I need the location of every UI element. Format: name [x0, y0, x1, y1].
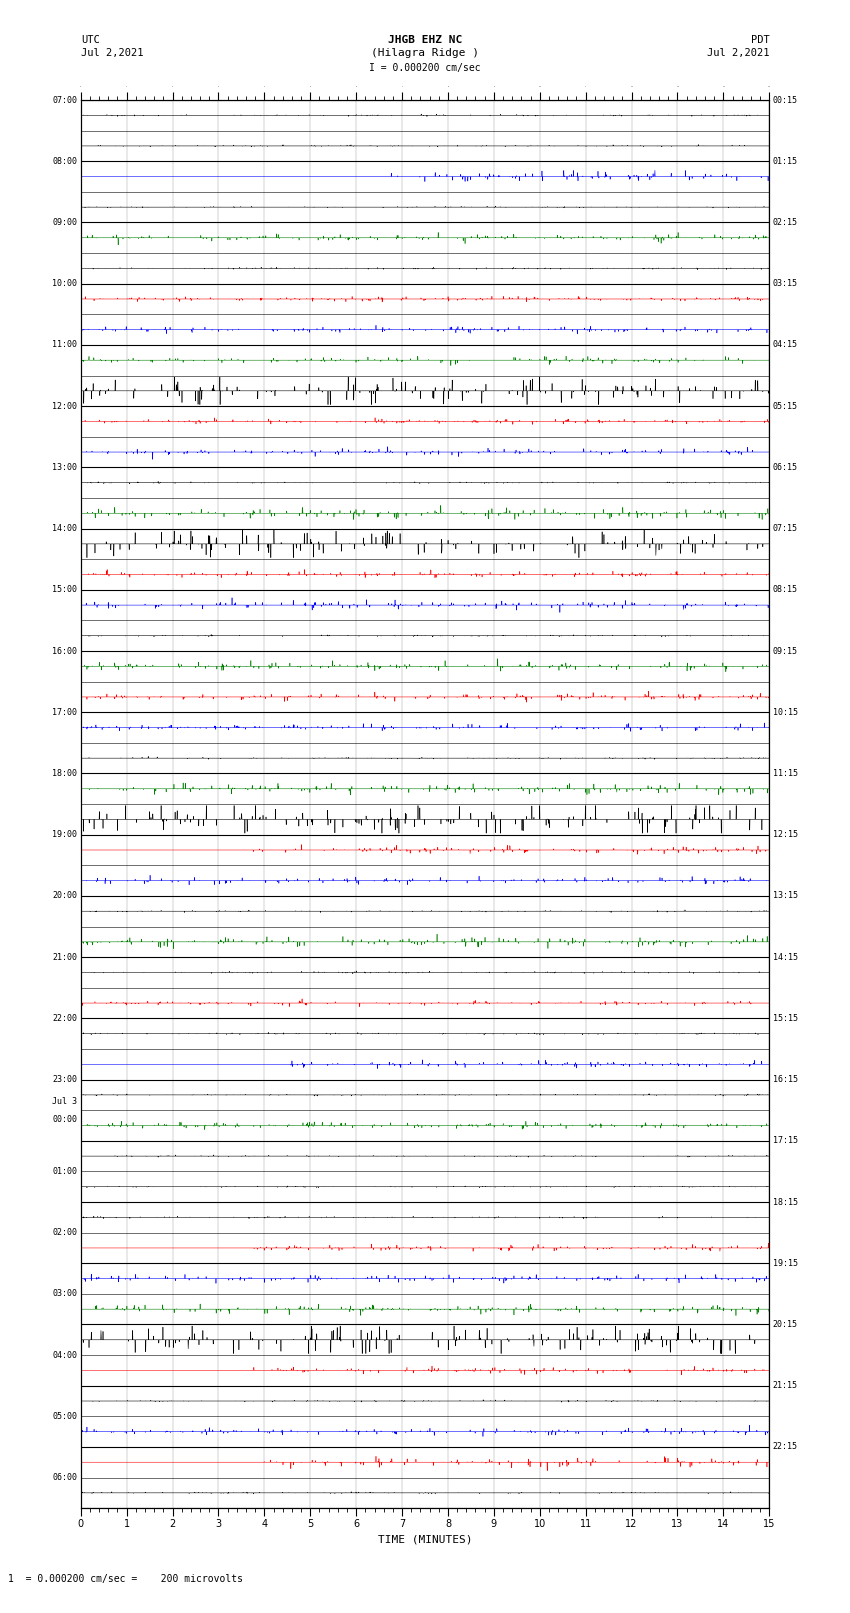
- Text: 01:00: 01:00: [53, 1166, 77, 1176]
- Text: 23:00: 23:00: [53, 1076, 77, 1084]
- Text: Jul 2,2021: Jul 2,2021: [706, 48, 769, 58]
- Text: 07:00: 07:00: [53, 95, 77, 105]
- Text: 08:00: 08:00: [53, 156, 77, 166]
- Text: 22:15: 22:15: [773, 1442, 797, 1452]
- Text: 21:00: 21:00: [53, 953, 77, 961]
- Text: 14:15: 14:15: [773, 953, 797, 961]
- Text: 02:15: 02:15: [773, 218, 797, 227]
- Text: 16:15: 16:15: [773, 1076, 797, 1084]
- Text: 03:15: 03:15: [773, 279, 797, 289]
- Text: 03:00: 03:00: [53, 1289, 77, 1298]
- Text: 22:00: 22:00: [53, 1015, 77, 1023]
- Text: 1  = 0.000200 cm/sec =    200 microvolts: 1 = 0.000200 cm/sec = 200 microvolts: [8, 1574, 243, 1584]
- Text: 13:15: 13:15: [773, 892, 797, 900]
- Text: 14:00: 14:00: [53, 524, 77, 532]
- Text: 06:00: 06:00: [53, 1473, 77, 1482]
- Text: 20:15: 20:15: [773, 1319, 797, 1329]
- Text: 00:15: 00:15: [773, 95, 797, 105]
- X-axis label: TIME (MINUTES): TIME (MINUTES): [377, 1536, 473, 1545]
- Text: 19:15: 19:15: [773, 1258, 797, 1268]
- Text: Jul 3: Jul 3: [53, 1097, 77, 1105]
- Text: 12:00: 12:00: [53, 402, 77, 411]
- Text: 21:15: 21:15: [773, 1381, 797, 1390]
- Text: 13:00: 13:00: [53, 463, 77, 473]
- Text: 20:00: 20:00: [53, 892, 77, 900]
- Text: 01:15: 01:15: [773, 156, 797, 166]
- Text: 00:00: 00:00: [53, 1115, 77, 1124]
- Text: 11:15: 11:15: [773, 769, 797, 777]
- Text: 12:15: 12:15: [773, 831, 797, 839]
- Text: UTC: UTC: [81, 35, 99, 45]
- Text: Jul 2,2021: Jul 2,2021: [81, 48, 144, 58]
- Text: 10:00: 10:00: [53, 279, 77, 289]
- Text: 10:15: 10:15: [773, 708, 797, 716]
- Text: 08:15: 08:15: [773, 586, 797, 594]
- Text: 18:15: 18:15: [773, 1197, 797, 1207]
- Text: 09:00: 09:00: [53, 218, 77, 227]
- Text: 11:00: 11:00: [53, 340, 77, 350]
- Text: 04:15: 04:15: [773, 340, 797, 350]
- Text: JHGB EHZ NC: JHGB EHZ NC: [388, 35, 462, 45]
- Text: 04:00: 04:00: [53, 1350, 77, 1360]
- Text: 07:15: 07:15: [773, 524, 797, 532]
- Text: 09:15: 09:15: [773, 647, 797, 655]
- Text: 16:00: 16:00: [53, 647, 77, 655]
- Text: 05:00: 05:00: [53, 1411, 77, 1421]
- Text: 15:00: 15:00: [53, 586, 77, 594]
- Text: 17:15: 17:15: [773, 1136, 797, 1145]
- Text: 18:00: 18:00: [53, 769, 77, 777]
- Text: 02:00: 02:00: [53, 1227, 77, 1237]
- Text: (Hilagra Ridge ): (Hilagra Ridge ): [371, 48, 479, 58]
- Text: 05:15: 05:15: [773, 402, 797, 411]
- Text: 17:00: 17:00: [53, 708, 77, 716]
- Text: PDT: PDT: [751, 35, 769, 45]
- Text: 19:00: 19:00: [53, 831, 77, 839]
- Text: 15:15: 15:15: [773, 1015, 797, 1023]
- Text: 06:15: 06:15: [773, 463, 797, 473]
- Text: I = 0.000200 cm/sec: I = 0.000200 cm/sec: [369, 63, 481, 73]
